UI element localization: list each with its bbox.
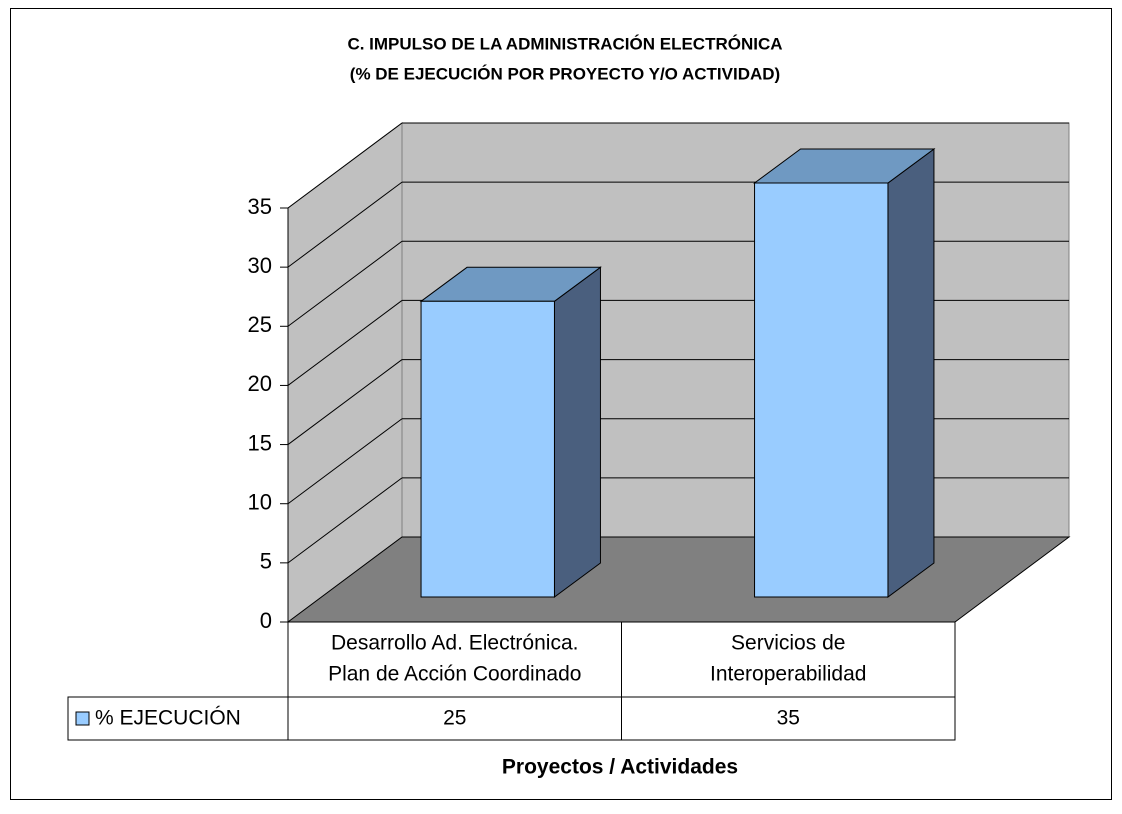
chart-title: C. IMPULSO DE LA ADMINISTRACIÓN ELECTRÓN…	[347, 34, 782, 53]
legend-label: % EJECUCIÓN	[95, 707, 241, 730]
y-tick-label: 35	[248, 194, 272, 219]
table-value-row	[67, 696, 956, 741]
y-tick-label: 20	[248, 371, 272, 396]
y-tick-label: 25	[248, 312, 272, 337]
grid-line	[287, 240, 403, 327]
x-tick-label: Interoperabilidad	[710, 663, 866, 686]
bar-side	[887, 148, 935, 598]
y-tick-label: 30	[248, 253, 272, 278]
y-tick-label: 5	[260, 549, 272, 574]
grid-line	[287, 300, 403, 386]
grid-line	[287, 418, 403, 505]
bar	[420, 300, 555, 598]
chart-subtitle: (% DE EJECUCIÓN POR PROYECTO Y/O ACTIVID…	[350, 64, 780, 83]
x-axis-label: Proyectos / Actividades	[502, 756, 738, 779]
y-tick-label: 15	[248, 430, 272, 455]
grid-line	[287, 359, 403, 445]
grid-line	[287, 122, 403, 209]
bar-side	[553, 266, 601, 598]
bar	[754, 182, 889, 598]
floor	[286, 536, 1071, 623]
legend-swatch	[75, 711, 90, 726]
y-tick-label: 10	[248, 490, 272, 515]
grid-line	[287, 181, 403, 268]
data-label: 25	[443, 707, 466, 730]
data-label: 35	[777, 707, 800, 730]
x-tick-label: Servicios de	[731, 632, 845, 655]
x-tick-label: Desarrollo Ad. Electrónica.	[331, 632, 578, 655]
grid-line	[287, 477, 403, 564]
x-tick-label: Plan de Acción Coordinado	[328, 663, 581, 686]
y-tick-label: 0	[260, 608, 272, 633]
